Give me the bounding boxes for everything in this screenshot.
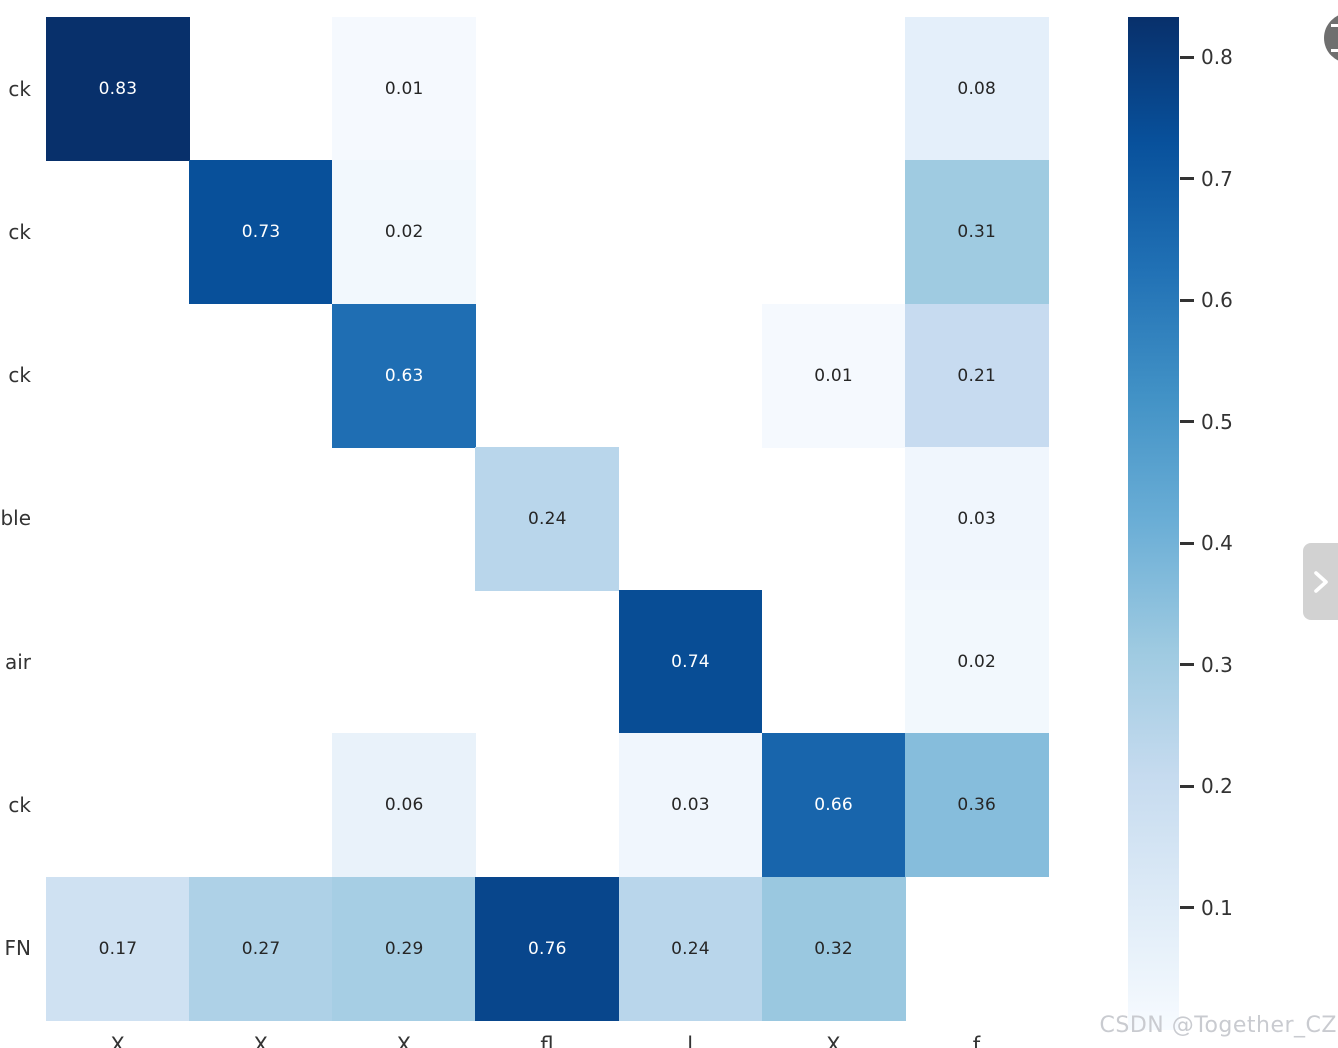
colorbar-tick-label: 0.1 xyxy=(1201,895,1233,920)
colorbar-tick xyxy=(1180,55,1194,59)
colorbar-tick-label: 0.4 xyxy=(1201,531,1233,556)
y-axis-label: ck xyxy=(8,363,31,388)
colorbar-tick-label: 0.5 xyxy=(1201,409,1233,434)
y-axis-label: air xyxy=(4,649,31,674)
cell-value: 0.76 xyxy=(528,938,567,959)
heatmap-cell: 0.24 xyxy=(475,446,620,591)
cell-value: 0.31 xyxy=(957,222,997,243)
heatmap-cell: 0.01 xyxy=(761,303,906,448)
heatmap-cell: 0.01 xyxy=(332,17,477,161)
csdn-float-button[interactable] xyxy=(1324,13,1338,63)
y-axis-label: ck xyxy=(8,76,31,101)
cell-value: 0.08 xyxy=(957,78,997,99)
heatmap-cell: 0.21 xyxy=(904,303,1049,448)
heatmap-cell: 0.02 xyxy=(904,590,1049,735)
cell-value: 0.63 xyxy=(384,365,424,386)
cell-value: 0.03 xyxy=(671,795,710,816)
cell-value: 0.32 xyxy=(814,938,853,959)
heatmap-cell: 0.74 xyxy=(618,590,763,735)
colorbar-tick xyxy=(1180,177,1194,181)
colorbar-tick-label: 0.3 xyxy=(1201,652,1233,677)
cell-value: 0.29 xyxy=(384,938,424,959)
y-axis-label: ble xyxy=(0,506,31,531)
panel-icon xyxy=(1331,40,1338,52)
cell-value: 0.74 xyxy=(671,652,710,673)
cell-value: 0.01 xyxy=(384,78,424,99)
chevron-right-icon xyxy=(1313,570,1328,593)
panel-icon xyxy=(1331,24,1338,36)
colorbar-tick xyxy=(1180,906,1194,910)
y-axis-label: ck xyxy=(8,793,31,818)
heatmap-cell: 0.83 xyxy=(46,17,190,161)
cell-value: 0.73 xyxy=(241,222,281,243)
scroll-right-button[interactable] xyxy=(1303,543,1338,620)
colorbar-tick-label: 0.6 xyxy=(1201,288,1233,313)
heatmap-cell: 0.29 xyxy=(332,876,477,1021)
heatmap-cell: 0.66 xyxy=(761,733,906,878)
cell-value: 0.06 xyxy=(384,795,424,816)
heatmap-cell: 0.73 xyxy=(189,160,333,305)
cell-value: 0.36 xyxy=(957,795,997,816)
cell-value: 0.01 xyxy=(814,365,853,386)
cell-value: 0.03 xyxy=(957,508,997,529)
csdn-watermark: CSDN @Together_CZ xyxy=(1099,1013,1337,1038)
x-axis-tick-fragment: l xyxy=(687,1033,694,1048)
colorbar-tick-label: 0.2 xyxy=(1201,774,1233,799)
heatmap-cell: 0.03 xyxy=(904,446,1049,591)
heatmap-cell: 0.27 xyxy=(189,876,333,1021)
colorbar-gradient xyxy=(1128,17,1179,1030)
cell-value: 0.24 xyxy=(528,508,567,529)
cell-value: 0.21 xyxy=(957,365,997,386)
heatmap-cell: 0.24 xyxy=(618,876,763,1021)
heatmap-cell: 0.06 xyxy=(332,733,477,878)
x-axis-tick-fragment: fl xyxy=(540,1033,554,1048)
cell-value: 0.02 xyxy=(957,652,997,673)
y-axis-label: ck xyxy=(8,219,31,244)
cell-value: 0.83 xyxy=(98,78,138,99)
cell-value: 0.02 xyxy=(384,222,424,243)
y-axis-label: FN xyxy=(4,936,31,961)
colorbar-tick-label: 0.7 xyxy=(1201,166,1233,191)
heatmap-cell: 0.76 xyxy=(475,876,620,1021)
heatmap-cell: 0.02 xyxy=(332,160,477,305)
colorbar-tick xyxy=(1180,541,1194,545)
colorbar-tick xyxy=(1180,420,1194,424)
cell-value: 0.66 xyxy=(814,795,853,816)
heatmap-cell: 0.36 xyxy=(904,733,1049,878)
heatmap-cell: 0.32 xyxy=(761,876,906,1021)
x-axis-tick-fragment: X xyxy=(253,1033,268,1048)
x-axis-tick-fragment: f xyxy=(972,1033,981,1048)
colorbar-tick xyxy=(1180,663,1194,667)
cell-value: 0.27 xyxy=(241,938,281,959)
cell-value: 0.24 xyxy=(671,938,710,959)
x-axis-tick-fragment: X xyxy=(826,1033,841,1048)
colorbar-tick xyxy=(1180,784,1194,788)
cell-value: 0.17 xyxy=(98,938,138,959)
heatmap-cell: 0.31 xyxy=(904,160,1049,305)
x-axis-tick-fragment: X xyxy=(396,1033,412,1048)
heatmap-cell: 0.08 xyxy=(904,17,1049,161)
heatmap-cell: 0.17 xyxy=(46,876,190,1021)
colorbar-tick xyxy=(1180,298,1194,302)
x-axis-tick-fragment: X xyxy=(110,1033,125,1048)
colorbar-tick-label: 0.8 xyxy=(1201,45,1233,69)
heatmap-cell: 0.63 xyxy=(332,303,477,448)
heatmap-cell: 0.03 xyxy=(618,733,763,878)
